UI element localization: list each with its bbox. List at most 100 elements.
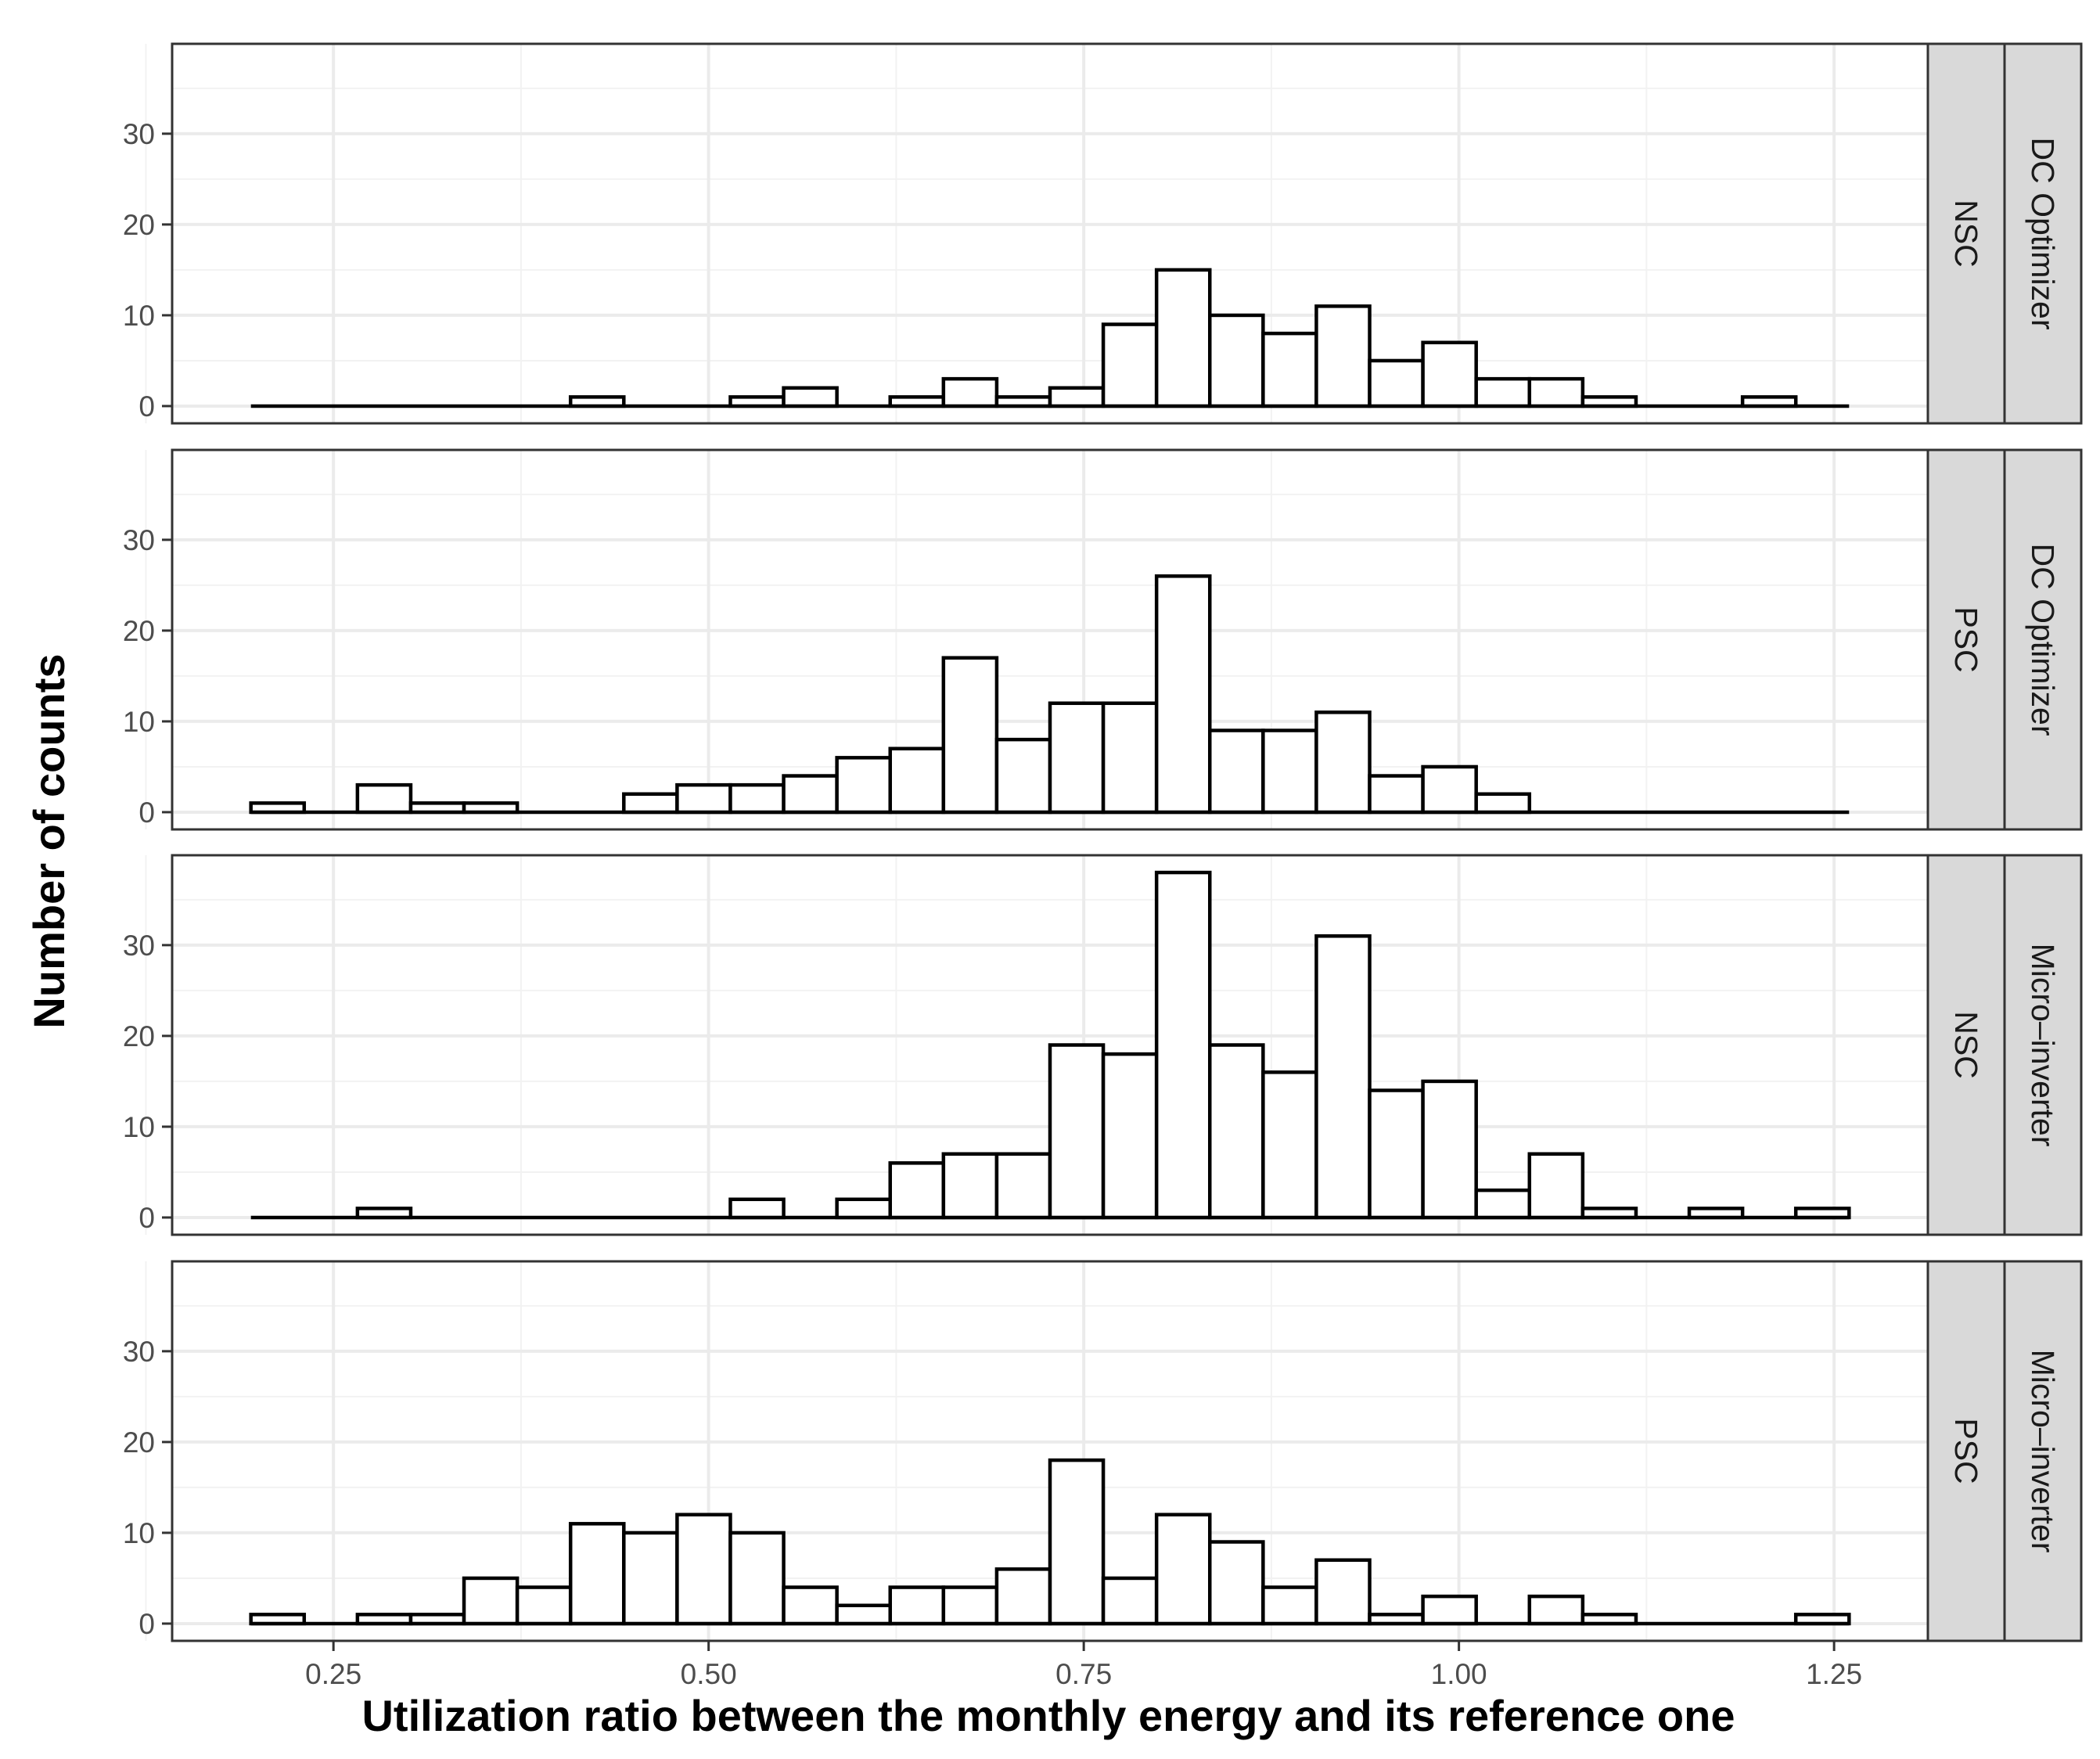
histogram-bar bbox=[568, 395, 626, 408]
histogram-bar bbox=[515, 1585, 573, 1626]
x-tick-label: 1.25 bbox=[1806, 1658, 1862, 1690]
histogram-bar bbox=[1314, 304, 1372, 408]
histogram-bar bbox=[1580, 1613, 1638, 1626]
histogram-bar bbox=[835, 1603, 892, 1626]
histogram-bar bbox=[462, 801, 520, 815]
histogram-bar bbox=[994, 1152, 1052, 1220]
histogram-bar bbox=[1101, 701, 1159, 815]
histogram-bar bbox=[675, 782, 732, 815]
histogram-bar bbox=[888, 1585, 946, 1626]
y-tick-label: 0 bbox=[138, 797, 155, 829]
histogram-bar bbox=[888, 395, 946, 408]
y-tick-label: 20 bbox=[123, 1426, 155, 1459]
facet-strip-outer: Micro–inverter bbox=[2003, 854, 2083, 1236]
histogram-bar bbox=[888, 746, 946, 815]
histogram-bar bbox=[568, 1522, 626, 1626]
histogram-bar bbox=[1527, 1152, 1585, 1220]
histogram-bar bbox=[1421, 764, 1478, 815]
histogram-bar bbox=[622, 1531, 679, 1626]
histogram-bar bbox=[835, 1197, 892, 1220]
histogram-bar bbox=[355, 1207, 413, 1220]
panel-2: 0 10 20 30 PSC DC Optimizer bbox=[123, 448, 2083, 831]
histogram-bar bbox=[888, 1161, 946, 1220]
histogram-bar bbox=[728, 1531, 786, 1626]
facet-strip-outer: DC Optimizer bbox=[2003, 448, 2083, 831]
histogram-bar bbox=[782, 774, 839, 815]
facet-strip-label: NSC bbox=[1948, 200, 1984, 268]
histogram-bar bbox=[941, 376, 999, 408]
histogram-bar bbox=[1421, 1594, 1478, 1626]
y-tick-label: 10 bbox=[123, 1517, 155, 1549]
y-axis-title: Number of counts bbox=[24, 653, 74, 1028]
histogram-bar bbox=[622, 792, 679, 815]
histogram-bar bbox=[1101, 322, 1159, 408]
histogram-bar bbox=[1314, 1558, 1372, 1626]
histogram-bar bbox=[1154, 574, 1212, 815]
histogram-bar bbox=[941, 1585, 999, 1626]
histogram-bar bbox=[249, 1613, 307, 1626]
histogram-bar bbox=[1314, 710, 1372, 815]
histogram-bar bbox=[1580, 1207, 1638, 1220]
facet-strip-label: DC Optimizer bbox=[2025, 543, 2061, 736]
histogram-bar bbox=[1154, 1513, 1212, 1626]
histogram-bar bbox=[249, 801, 307, 815]
x-tick-label: 1.00 bbox=[1431, 1658, 1487, 1690]
histogram-bar bbox=[1474, 792, 1532, 815]
histogram-bar bbox=[1208, 1043, 1265, 1220]
histogram-bar bbox=[355, 1613, 413, 1626]
y-tick-label: 0 bbox=[138, 1202, 155, 1234]
facet-strip-bg bbox=[2003, 448, 2083, 831]
facet-strip-inner: PSC bbox=[1926, 1260, 2006, 1642]
histogram-bar bbox=[835, 756, 892, 815]
histogram-bar bbox=[1793, 1207, 1851, 1220]
histogram-bar bbox=[1261, 1070, 1318, 1220]
y-tick-label: 10 bbox=[123, 300, 155, 332]
histogram-bar bbox=[782, 1585, 839, 1626]
facet-strip-bg bbox=[1926, 1260, 2006, 1642]
histogram-bar bbox=[728, 782, 786, 815]
panels-layer: 0 10 20 30 NSC DC Optimizer 0 10 20 30 PSC DC Optim… bbox=[123, 42, 2083, 1642]
facet-strip-inner: NSC bbox=[1926, 42, 2006, 425]
histogram-bar bbox=[1474, 376, 1532, 408]
panel-1: 0 10 20 30 NSC DC Optimizer bbox=[123, 42, 2083, 425]
histogram-bar bbox=[782, 386, 839, 408]
facet-strip-inner: PSC bbox=[1926, 448, 2006, 831]
panel-3: 0 10 20 30 NSC Micro–inverter bbox=[123, 854, 2083, 1236]
y-tick-label: 30 bbox=[123, 930, 155, 962]
facet-strip-outer: DC Optimizer bbox=[2003, 42, 2083, 425]
panel-4: 0 10 20 30 PSC Micro–inverter bbox=[123, 1260, 2083, 1642]
histogram-bar bbox=[994, 1567, 1052, 1626]
histogram-bar bbox=[1687, 1207, 1745, 1220]
histogram-bar bbox=[1314, 934, 1372, 1220]
histogram-bar bbox=[1368, 1088, 1425, 1220]
x-axis-title: Utilization ratio between the monthly en… bbox=[361, 1691, 1735, 1740]
facet-strip-inner: NSC bbox=[1926, 854, 2006, 1236]
histogram-bar bbox=[728, 395, 786, 408]
facet-strip-bg bbox=[1926, 854, 2006, 1236]
histogram-bar bbox=[1474, 1188, 1532, 1220]
x-tick-label: 0.50 bbox=[681, 1658, 737, 1690]
x-axis: 0.25 0.50 0.75 1.00 1.25 bbox=[305, 1641, 1862, 1690]
facet-strip-label: Micro–inverter bbox=[2025, 944, 2061, 1147]
histogram-bar bbox=[1261, 331, 1318, 408]
histogram-bar bbox=[1261, 1585, 1318, 1626]
y-tick-label: 0 bbox=[138, 390, 155, 423]
histogram-bar bbox=[1368, 1613, 1425, 1626]
histogram-bar bbox=[462, 1576, 520, 1626]
histogram-bar bbox=[1101, 1576, 1159, 1626]
facet-strip-bg bbox=[2003, 42, 2083, 425]
histogram-bar bbox=[1740, 395, 1798, 408]
x-tick-label: 0.25 bbox=[305, 1658, 361, 1690]
histogram-bar bbox=[1368, 358, 1425, 408]
histogram-bar bbox=[408, 1613, 466, 1626]
facet-strip-bg bbox=[1926, 448, 2006, 831]
facet-strip-label: PSC bbox=[1948, 606, 1984, 672]
histogram-bar bbox=[1154, 268, 1212, 408]
panel-border bbox=[171, 42, 1929, 425]
y-tick-label: 20 bbox=[123, 209, 155, 241]
histogram-bar bbox=[1261, 728, 1318, 815]
histogram-bar bbox=[728, 1197, 786, 1220]
histogram-bar bbox=[1527, 376, 1585, 408]
facet-strip-label: DC Optimizer bbox=[2025, 137, 2061, 329]
